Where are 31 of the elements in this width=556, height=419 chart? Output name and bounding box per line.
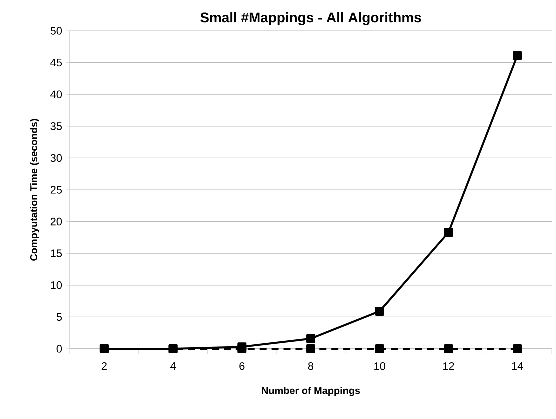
y-tick-label: 40	[50, 90, 62, 98]
y-tick-label: 50	[50, 27, 62, 35]
y-tick-label: 45	[50, 58, 62, 67]
x-tick-label: 12	[443, 362, 454, 370]
x-tick-label: 4	[170, 362, 176, 370]
point	[444, 344, 454, 354]
y-tick-label: 0	[56, 345, 62, 353]
x-axis-title: Number of Mappings	[262, 387, 360, 396]
point	[513, 51, 522, 60]
point	[168, 344, 178, 354]
x-tick-label: 2	[102, 362, 107, 370]
y-tick-label: 25	[50, 186, 62, 194]
x-tick-label: 10	[374, 362, 386, 370]
y-tick-label: 20	[50, 218, 62, 226]
x-tick-label: 14	[512, 362, 524, 370]
point	[100, 344, 109, 354]
y-tick-label: 15	[51, 250, 62, 258]
point	[375, 306, 384, 316]
y-tick-label: 30	[50, 154, 62, 162]
y-tick-label: 35	[50, 122, 62, 130]
point	[375, 344, 384, 354]
point	[306, 334, 316, 344]
point	[444, 228, 454, 238]
point	[306, 344, 316, 354]
y-tick-label: 10	[51, 282, 62, 290]
y-tick-label: 5	[56, 313, 62, 322]
x-tick-label: 6	[240, 362, 245, 370]
point	[513, 344, 522, 354]
x-tick-label: 8	[308, 362, 314, 370]
y-axis-title: Compyutation Time (seconds)	[30, 119, 40, 261]
chart-title: Small #Mappings - All Algorithms	[200, 12, 422, 26]
